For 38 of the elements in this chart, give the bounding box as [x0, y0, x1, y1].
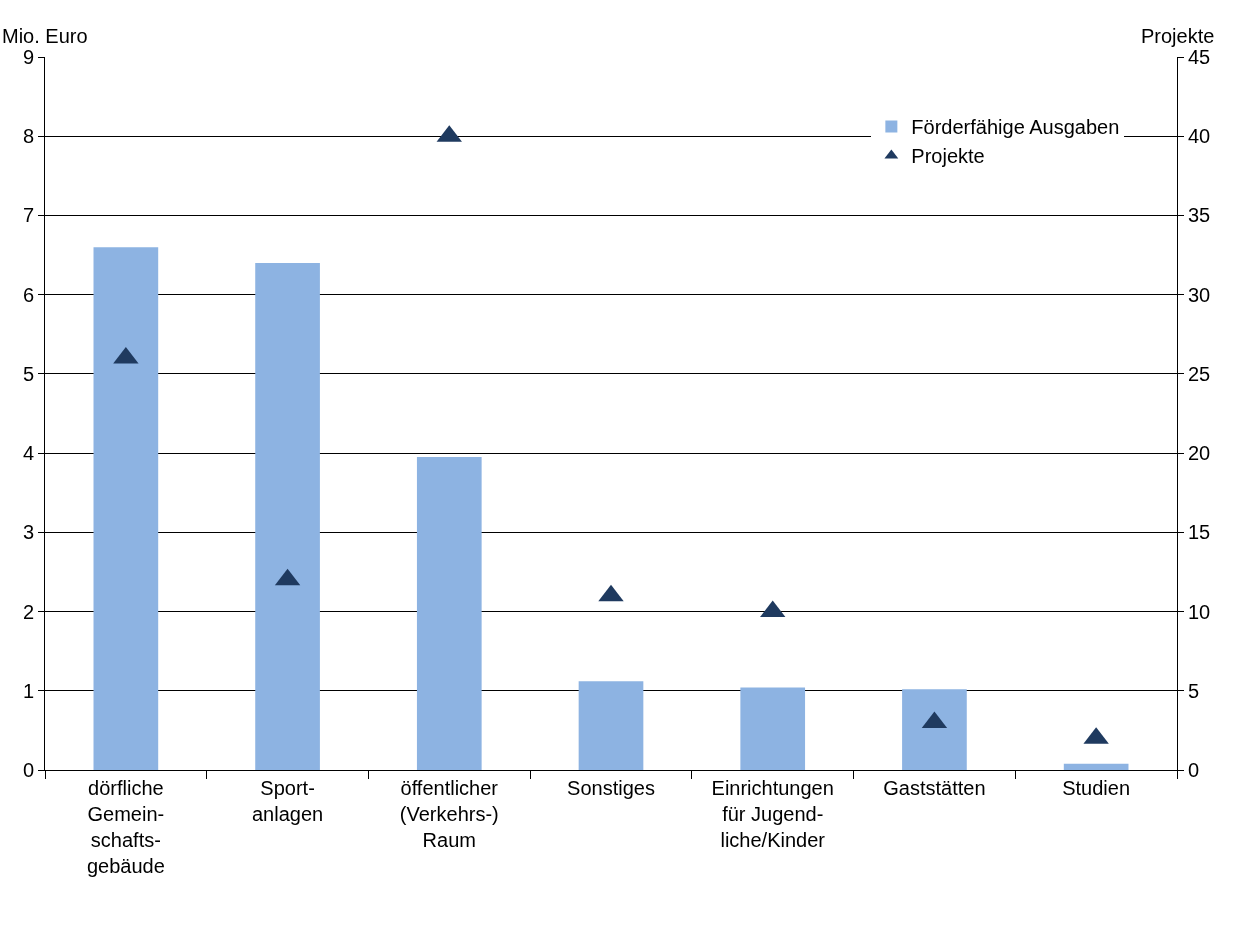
x-tick-label: Gaststätten	[883, 777, 986, 799]
y-tick-label: 4	[22, 442, 34, 465]
y-tick-label: 2	[22, 600, 34, 623]
x-tick-label: öffentlicher (Verkehrs-) Raum	[399, 777, 499, 851]
y-tick-label: 9	[22, 46, 34, 68]
bar	[416, 457, 482, 770]
bar	[740, 687, 806, 770]
y2-tick-label: 20	[1188, 442, 1211, 465]
legend-label: Förderfähige Ausgaben	[911, 116, 1120, 139]
x-tick-label: dörfliche Gemein- schafts- gebäude	[86, 777, 165, 877]
legend-label: Projekte	[911, 145, 985, 168]
y2-tick-label: 40	[1188, 125, 1211, 148]
bar	[578, 681, 644, 770]
bar	[93, 247, 159, 770]
y2-tick-label: 25	[1188, 362, 1211, 385]
y-tick-label: 1	[22, 679, 34, 702]
y2-tick-label: 10	[1188, 600, 1211, 623]
bar	[255, 262, 320, 770]
y-tick-label: 6	[22, 283, 34, 306]
y2-tick-label: 30	[1188, 283, 1211, 306]
y-tick-label: 7	[22, 204, 34, 227]
y-tick-label: 8	[22, 125, 34, 148]
y2-tick-label: 15	[1188, 521, 1211, 544]
y2-tick-label: 35	[1188, 204, 1211, 227]
y2-axis-title: Projekte	[1141, 25, 1215, 47]
y-axis-title: Mio. Euro	[2, 25, 88, 47]
x-tick-label: Sport- anlagen	[251, 777, 324, 825]
bar	[1063, 763, 1129, 770]
y-tick-label: 3	[22, 521, 34, 544]
y-tick-label: 5	[22, 362, 34, 385]
x-tick-label: Sonstiges	[567, 777, 655, 799]
y2-tick-label: 45	[1188, 46, 1211, 68]
bar	[902, 689, 967, 770]
y2-tick-label: 0	[1188, 759, 1200, 781]
y-tick-label: 0	[22, 759, 34, 781]
y2-tick-label: 5	[1188, 679, 1200, 702]
x-tick-label: Einrichtungen für Jugend- liche/Kinder	[711, 777, 834, 851]
x-tick-label: Studien	[1062, 777, 1131, 799]
